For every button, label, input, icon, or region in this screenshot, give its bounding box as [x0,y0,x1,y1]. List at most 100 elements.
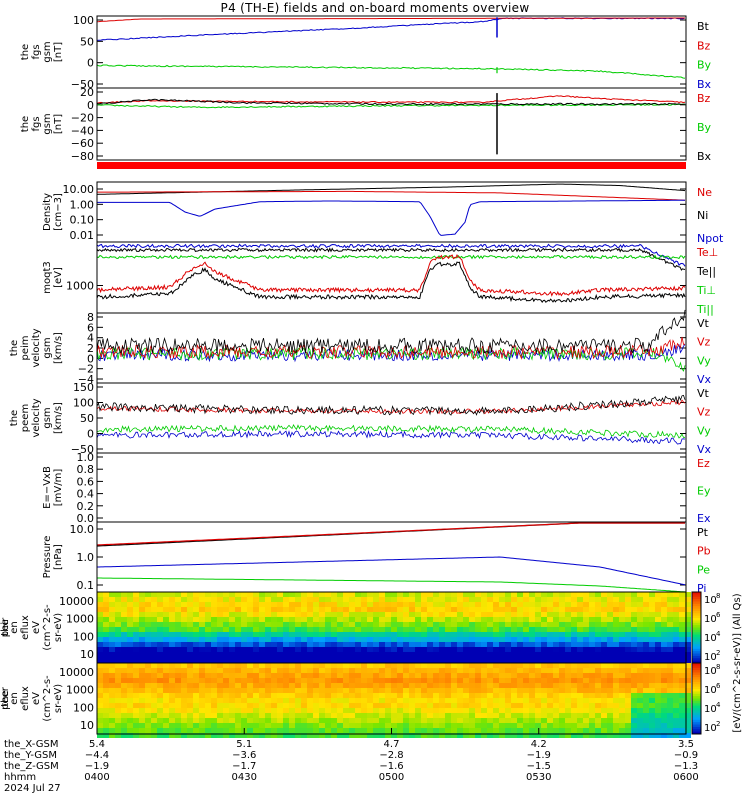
spectrogram-cell [349,708,355,713]
spectrogram-cell [247,602,253,607]
spectrogram-cell [157,683,163,688]
spectrogram-cell [385,668,391,673]
spectrogram-cell [109,617,115,622]
spectrogram-cell [175,637,181,642]
spectrogram-cell [577,728,583,733]
spectrogram-cell [535,718,541,723]
spectrogram-cell [649,592,655,597]
spectrogram-cell [121,592,127,597]
spectrogram-cell [577,632,583,637]
spectrogram-cell [145,688,151,693]
spectrogram-cell [571,688,577,693]
spectrogram-cell [457,678,463,683]
spectrogram-cell [343,652,349,657]
spectrogram-cell [445,627,451,632]
spectrogram-cell [679,602,685,607]
spectrogram-cell [619,663,625,668]
spectrogram-cell [133,723,139,728]
spectrogram-cell [343,703,349,708]
spectrogram-cell [109,647,115,652]
spectrogram-cell [175,698,181,703]
spectrogram-cell [547,733,553,738]
spectrogram-cell [535,728,541,733]
spectrogram-cell [643,698,649,703]
spectrogram-cell [679,652,685,657]
spectrogram-cell [235,602,241,607]
spectrogram-cell [637,592,643,597]
spectrogram-cell [289,607,295,612]
spectrogram-cell [391,668,397,673]
spectrogram-cell [517,607,523,612]
spectrogram-cell [451,668,457,673]
spectrogram-cell [439,602,445,607]
spectrogram-cell [187,688,193,693]
spectrogram-cell [367,728,373,733]
spectrogram-cell [337,607,343,612]
spectrogram-cell [343,642,349,647]
colorbar-cell [692,653,701,657]
spectrogram-cell [535,642,541,647]
spectrogram-cell [613,673,619,678]
spectrogram-cell [619,703,625,708]
colorbar-cell [692,689,701,692]
spectrogram-cell [469,678,475,683]
panel-1-traces [96,17,686,79]
legend-entry: Ni [697,209,708,222]
spectrogram-cell [259,647,265,652]
colorbar-cell [692,625,701,628]
spectrogram-cell [289,617,295,622]
spectrogram-cell [595,673,601,678]
spectrogram-cell [613,688,619,693]
spectrogram-cell [487,592,493,597]
spectrogram-cell [217,703,223,708]
spectrogram-cell [217,627,223,632]
spectrogram-cell [121,723,127,728]
spectrogram-cell [643,703,649,708]
colorbar-tick: 10 [704,614,717,625]
spectrogram-cell [109,592,115,597]
spectrogram-cell [157,698,163,703]
spectrogram-cell [685,713,691,718]
spectrogram-cell [145,612,151,617]
spectrogram-cell [391,703,397,708]
spectrogram-cell [367,673,373,678]
spectrogram-cell [151,693,157,698]
spectrogram-cell [559,617,565,622]
spectrogram-cell [433,718,439,723]
spectrogram-cell [187,703,193,708]
spectrogram-cell [493,668,499,673]
spectrogram-cell [169,657,175,662]
ytick-label: 2 [87,342,94,355]
spectrogram-cell [583,642,589,647]
spectrogram-cell [145,708,151,713]
spectrogram-cell [343,597,349,602]
spectrogram-cell [337,612,343,617]
spectrogram-cell [553,683,559,688]
spectrogram-cell [529,597,535,602]
spectrogram-cell [571,723,577,728]
series-vz [96,336,686,360]
spectrogram-cell [559,637,565,642]
spectrogram-cell [385,728,391,733]
spectrogram-cell [103,723,109,728]
spectrogram-cell [235,647,241,652]
spectrogram-cell [145,678,151,683]
spectrogram-cell [607,708,613,713]
spectrogram-cell [655,663,661,668]
spectrogram-cell [595,663,601,668]
spectrogram-cell [481,627,487,632]
spectrogram-cell [313,693,319,698]
spectrogram-cell [313,657,319,662]
spectrogram-cell [415,698,421,703]
spectrogram-cell [553,642,559,647]
spectrogram-cell [355,678,361,683]
spectrogram-cell [355,612,361,617]
spectrogram-cell [373,723,379,728]
spectrogram-cell [403,688,409,693]
spectrogram-cell [475,668,481,673]
spectrogram-cell [667,647,673,652]
spectrogram-cell [535,602,541,607]
spectrogram-cell [511,617,517,622]
spectrogram-cell [433,663,439,668]
spectrogram-cell [241,657,247,662]
